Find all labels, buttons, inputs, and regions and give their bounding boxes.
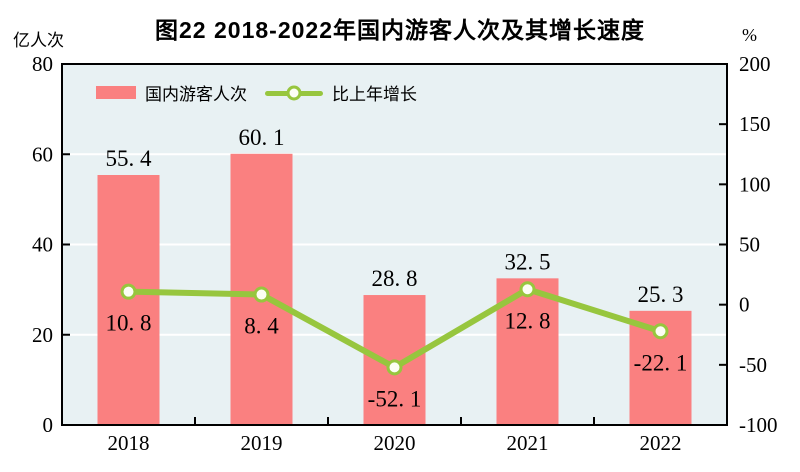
bar-value-label: 32. 5 — [505, 249, 551, 274]
line-value-label: 12. 8 — [505, 308, 551, 333]
chart-title: 图22 2018-2022年国内游客人次及其增长速度 — [155, 17, 645, 43]
right-axis-tick-label: 100 — [739, 172, 771, 196]
x-axis-category-label: 2021 — [507, 431, 549, 455]
line-marker-2021 — [519, 281, 536, 298]
left-axis-tick-label: 20 — [32, 323, 53, 347]
legend-bar-label: 国内游客人次 — [145, 85, 247, 104]
right-axis-tick-label: -100 — [739, 413, 778, 437]
line-marker-2018 — [120, 283, 137, 300]
x-axis-category-label: 2020 — [374, 431, 416, 455]
bar-value-label: 55. 4 — [106, 146, 153, 171]
bar-value-label: 28. 8 — [372, 266, 418, 291]
line-value-label: -52. 1 — [368, 386, 422, 411]
left-axis-tick-label: 60 — [32, 142, 53, 166]
right-axis-tick-label: 150 — [739, 112, 771, 136]
bar-2018 — [97, 175, 160, 425]
x-axis-category-label: 2018 — [108, 431, 150, 455]
line-value-label: 8. 4 — [244, 314, 279, 339]
bar-value-label: 60. 1 — [239, 125, 285, 150]
left-axis-tick-label: 0 — [43, 413, 54, 437]
right-axis-tick-label: 200 — [739, 52, 771, 76]
legend: 国内游客人次 比上年增长 — [96, 80, 417, 105]
legend-line-marker-dot — [286, 85, 302, 100]
x-axis-category-label: 2019 — [241, 431, 283, 455]
line-value-label: -22. 1 — [634, 350, 688, 375]
bar-value-label: 25. 3 — [638, 282, 684, 307]
line-marker-2022 — [652, 323, 669, 340]
line-marker-2019 — [253, 286, 270, 303]
left-axis-tick-label: 80 — [32, 52, 53, 76]
legend-line-swatch — [265, 84, 323, 102]
right-axis-tick-label: 50 — [739, 233, 760, 257]
legend-line-label: 比上年增长 — [332, 85, 417, 104]
line-marker-2020 — [386, 359, 403, 376]
right-axis-unit-label: % — [742, 25, 757, 45]
left-axis-tick-label: 40 — [32, 233, 53, 257]
right-axis-tick-label: 0 — [739, 293, 750, 317]
right-axis-tick-label: -50 — [739, 353, 767, 377]
x-axis-category-label: 2022 — [640, 431, 682, 455]
line-value-label: 10. 8 — [106, 311, 152, 336]
left-axis-unit-label: 亿人次 — [13, 31, 64, 50]
legend-bar-swatch — [96, 86, 136, 99]
